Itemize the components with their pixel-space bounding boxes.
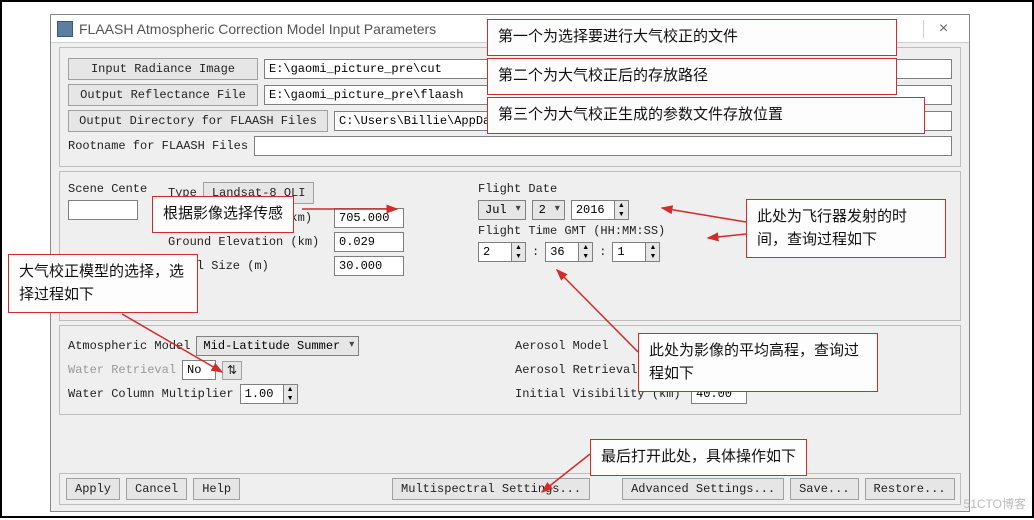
outer-frame: FLAASH Atmospheric Correction Model Inpu… (0, 0, 1034, 518)
restore-button[interactable]: Restore... (865, 478, 955, 500)
water-col-input[interactable] (240, 384, 284, 404)
flight-mm-input[interactable] (545, 242, 579, 262)
callout-elev: 此处为影像的平均高程，查询过程如下 (638, 333, 878, 392)
flight-year-spin[interactable]: ▲▼ (571, 200, 629, 220)
callout-file1: 第一个为选择要进行大气校正的文件 (487, 19, 897, 56)
apply-button[interactable]: Apply (66, 478, 120, 500)
scene-center-label: Scene Cente (68, 182, 147, 196)
close-icon[interactable]: × (923, 20, 963, 38)
callout-sensor: 根据影像选择传感 (152, 196, 294, 233)
help-button[interactable]: Help (193, 478, 240, 500)
window-title: FLAASH Atmospheric Correction Model Inpu… (79, 21, 436, 37)
save-button[interactable]: Save... (790, 478, 858, 500)
pixel-size-input[interactable] (334, 256, 404, 276)
cancel-button[interactable]: Cancel (126, 478, 187, 500)
water-col-label: Water Column Multiplier (68, 387, 234, 401)
flight-year-input[interactable] (571, 200, 615, 220)
callout-file3: 第三个为大气校正生成的参数文件存放位置 (487, 97, 925, 134)
multispectral-button[interactable]: Multispectral Settings... (392, 478, 590, 500)
callout-file2: 第二个为大气校正后的存放路径 (487, 58, 897, 95)
input-radiance-button[interactable]: Input Radiance Image (68, 58, 258, 80)
aerosol-model-label: Aerosol Model (515, 339, 655, 353)
flight-date-label: Flight Date (478, 182, 557, 196)
flight-month-select[interactable]: Jul (478, 200, 526, 220)
atmos-model-select[interactable]: Mid-Latitude Summer (196, 336, 359, 356)
atmos-model-label: Atmospheric Model (68, 339, 190, 353)
callout-model: 大气校正模型的选择，选择过程如下 (8, 254, 198, 313)
scene-lat-input[interactable] (68, 200, 138, 220)
advanced-button[interactable]: Advanced Settings... (622, 478, 784, 500)
output-dir-button[interactable]: Output Directory for FLAASH Files (68, 110, 328, 132)
water-retrieval-toggle[interactable]: ⇅ (222, 361, 242, 380)
ground-elev-label: Ground Elevation (km) (168, 235, 328, 249)
aerosol-retrieval-label: Aerosol Retrieval (515, 363, 655, 377)
app-icon (57, 21, 73, 37)
water-retrieval-value[interactable] (182, 360, 216, 380)
flight-hh-input[interactable] (478, 242, 512, 262)
sensor-altitude-input[interactable] (334, 208, 404, 228)
callout-flight: 此处为飞行器发射的时间，查询过程如下 (746, 199, 946, 258)
watermark: 51CTO博客 (964, 495, 1026, 512)
bottom-bar: Apply Cancel Help Multispectral Settings… (59, 473, 961, 505)
rootname-input[interactable] (254, 136, 952, 156)
flight-day-select[interactable]: 2 (532, 200, 565, 220)
water-retrieval-label: Water Retrieval (68, 363, 176, 377)
ground-elev-input[interactable] (334, 232, 404, 252)
flight-time-label: Flight Time GMT (HH:MM:SS) (478, 224, 665, 238)
rootname-label: Rootname for FLAASH Files (68, 139, 248, 153)
callout-last: 最后打开此处，具体操作如下 (590, 439, 807, 476)
output-reflectance-button[interactable]: Output Reflectance File (68, 84, 258, 106)
flight-ss-input[interactable] (612, 242, 646, 262)
